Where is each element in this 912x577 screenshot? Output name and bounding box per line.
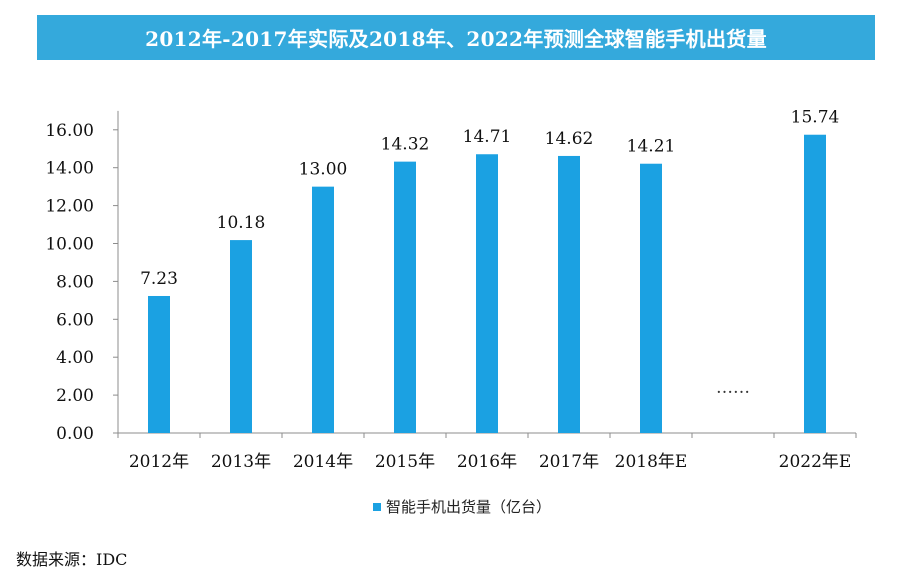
- y-tick-label: 6.00: [56, 310, 94, 330]
- y-tick-label: 2.00: [56, 386, 94, 406]
- y-tick-label: 10.00: [45, 235, 94, 255]
- bar: [312, 186, 334, 433]
- bar: [394, 161, 416, 434]
- x-category-label: 2015年: [375, 452, 435, 472]
- bar: [230, 240, 252, 433]
- x-category-label: 2012年: [129, 452, 189, 472]
- bar: [804, 134, 826, 434]
- bar: [148, 295, 170, 433]
- y-tick-label: 12.00: [45, 197, 94, 217]
- chart-title: 2012年-2017年实际及2018年、2022年预测全球智能手机出货量: [145, 27, 767, 51]
- x-category-label: 2014年: [293, 452, 353, 472]
- x-category-label: 2022年E: [779, 452, 852, 472]
- data-source-note: 数据来源：IDC: [16, 550, 128, 569]
- data-label: 14.62: [545, 129, 594, 149]
- y-tick-label: 8.00: [56, 272, 94, 292]
- data-label: 14.71: [463, 127, 512, 147]
- y-tick-label: 0.00: [56, 424, 94, 444]
- data-label: 13.00: [299, 160, 348, 180]
- bar: [558, 155, 580, 434]
- y-tick-label: 4.00: [56, 348, 94, 368]
- chart-title-bar: 2012年-2017年实际及2018年、2022年预测全球智能手机出货量: [37, 15, 875, 60]
- bar: [476, 154, 498, 434]
- x-category-label: 2016年: [457, 452, 517, 472]
- x-category-label: 2013年: [211, 452, 271, 472]
- data-label: 15.74: [791, 108, 840, 128]
- x-category-label: 2017年: [539, 452, 599, 472]
- y-tick-label: 14.00: [45, 159, 94, 179]
- data-label: 14.32: [381, 135, 430, 155]
- legend-swatch: [373, 503, 381, 511]
- data-label: 7.23: [140, 269, 178, 289]
- gap-ellipsis: ……: [716, 378, 750, 398]
- data-label: 14.21: [627, 137, 676, 157]
- bar: [640, 163, 662, 433]
- legend-label: 智能手机出货量（亿台）: [386, 498, 551, 516]
- x-category-label: 2018年E: [615, 452, 688, 472]
- y-tick-label: 16.00: [45, 121, 94, 141]
- data-label: 10.18: [217, 213, 266, 233]
